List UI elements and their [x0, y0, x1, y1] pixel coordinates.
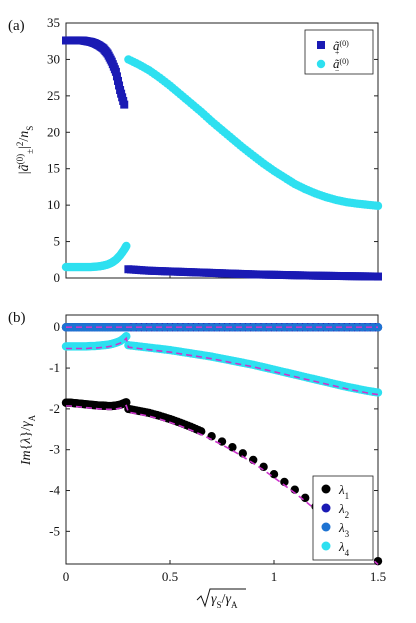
- data-point: [374, 272, 382, 281]
- series-0-1: [61, 55, 383, 272]
- legend-marker-lambda2: [321, 503, 331, 513]
- x-tick-label: 1: [271, 569, 278, 584]
- dashed-overlay-line: [66, 336, 379, 396]
- y-tick-label: 25: [47, 88, 60, 103]
- data-point: [122, 332, 131, 341]
- panel-a-legend: ã(0) + ã(0) −: [304, 29, 374, 75]
- y-tick-label: 5: [54, 234, 61, 249]
- svg-text:γS/γA: γS/γA: [211, 592, 238, 610]
- y-tick-label: 0: [54, 270, 61, 285]
- data-point: [280, 477, 289, 487]
- data-point: [373, 388, 383, 397]
- x-tick-label: 1.5: [370, 569, 386, 584]
- series-0-0: [62, 36, 382, 281]
- data-point: [122, 241, 131, 251]
- data-point: [259, 462, 268, 472]
- panel-b-legend: λ1 λ2 λ3 λ4: [312, 475, 374, 561]
- y-tick-label: -1: [49, 360, 60, 375]
- series-1-3: [61, 332, 383, 397]
- data-point: [112, 72, 121, 81]
- y-tick-label: 20: [47, 124, 60, 139]
- data-point: [269, 469, 279, 479]
- y-tick-label: 0: [54, 319, 61, 334]
- data-point: [111, 67, 120, 76]
- legend-marker-a-minus: [316, 59, 326, 69]
- panel-a-series: [61, 36, 383, 281]
- data-point: [217, 437, 227, 446]
- legend-marker-lambda1: [321, 484, 331, 494]
- legend-label-a-plus: ã(0) +: [333, 38, 349, 57]
- y-tick-label: -2: [49, 401, 60, 416]
- panel-b-frame: [65, 314, 379, 565]
- x-tick-label: 0.5: [162, 569, 178, 584]
- legend-label-a-minus: ã(0) −: [333, 56, 349, 75]
- legend-marker-lambda4: [321, 541, 331, 551]
- y-tick-label: 10: [47, 197, 60, 212]
- panel-b-x-ticks: 0 0.5 1 1.5: [63, 560, 386, 584]
- panel-a-frame: [65, 22, 379, 279]
- panel-b-label: (b): [8, 310, 26, 326]
- panel-b-series: [61, 323, 383, 566]
- panel-a-y-ticks: 0 5 10 15 20 25 30 35: [47, 15, 379, 285]
- panel-a-y-axis-label: |ã(0)±|2/nS: [15, 126, 35, 174]
- y-tick-label: 15: [47, 161, 60, 176]
- data-point: [228, 443, 237, 452]
- panel-a-legend-box: [304, 29, 374, 75]
- legend-label-lambda4: λ4: [338, 539, 350, 558]
- y-tick-label: 30: [47, 51, 60, 66]
- data-point: [115, 81, 124, 90]
- x-tick-label: 0: [63, 569, 70, 584]
- data-point: [120, 100, 129, 109]
- y-tick-label: -5: [49, 523, 60, 538]
- panel-b-x-axis-label: γS/γA: [196, 588, 246, 610]
- data-point: [122, 398, 131, 407]
- legend-label-lambda1: λ1: [338, 482, 349, 501]
- panel-a-label: (a): [8, 18, 25, 34]
- legend-marker-a-plus: [317, 41, 325, 49]
- legend-marker-lambda3: [321, 522, 331, 532]
- dashed-overlay-line: [66, 404, 379, 565]
- panel-a: (a) 0 5 10 15 20 25 30 35 |ã(0)±|2/nS ã(0) + ã(0…: [8, 15, 383, 285]
- data-point: [373, 201, 383, 211]
- data-point: [114, 76, 122, 85]
- panel-b-y-axis-label: Im{λ}/γA: [19, 414, 37, 466]
- data-point: [238, 449, 247, 458]
- series-1-2: [61, 323, 383, 332]
- legend-label-lambda2: λ2: [338, 501, 349, 520]
- y-tick-label: -3: [49, 442, 60, 457]
- y-tick-label: 35: [47, 15, 60, 30]
- panel-b: (b) 0-1-2-3-4-5 0 0.5 1 1.5 Im{λ}/γA γS/γA …: [8, 310, 386, 610]
- legend-label-lambda3: λ3: [338, 520, 350, 539]
- y-tick-label: -4: [49, 483, 60, 498]
